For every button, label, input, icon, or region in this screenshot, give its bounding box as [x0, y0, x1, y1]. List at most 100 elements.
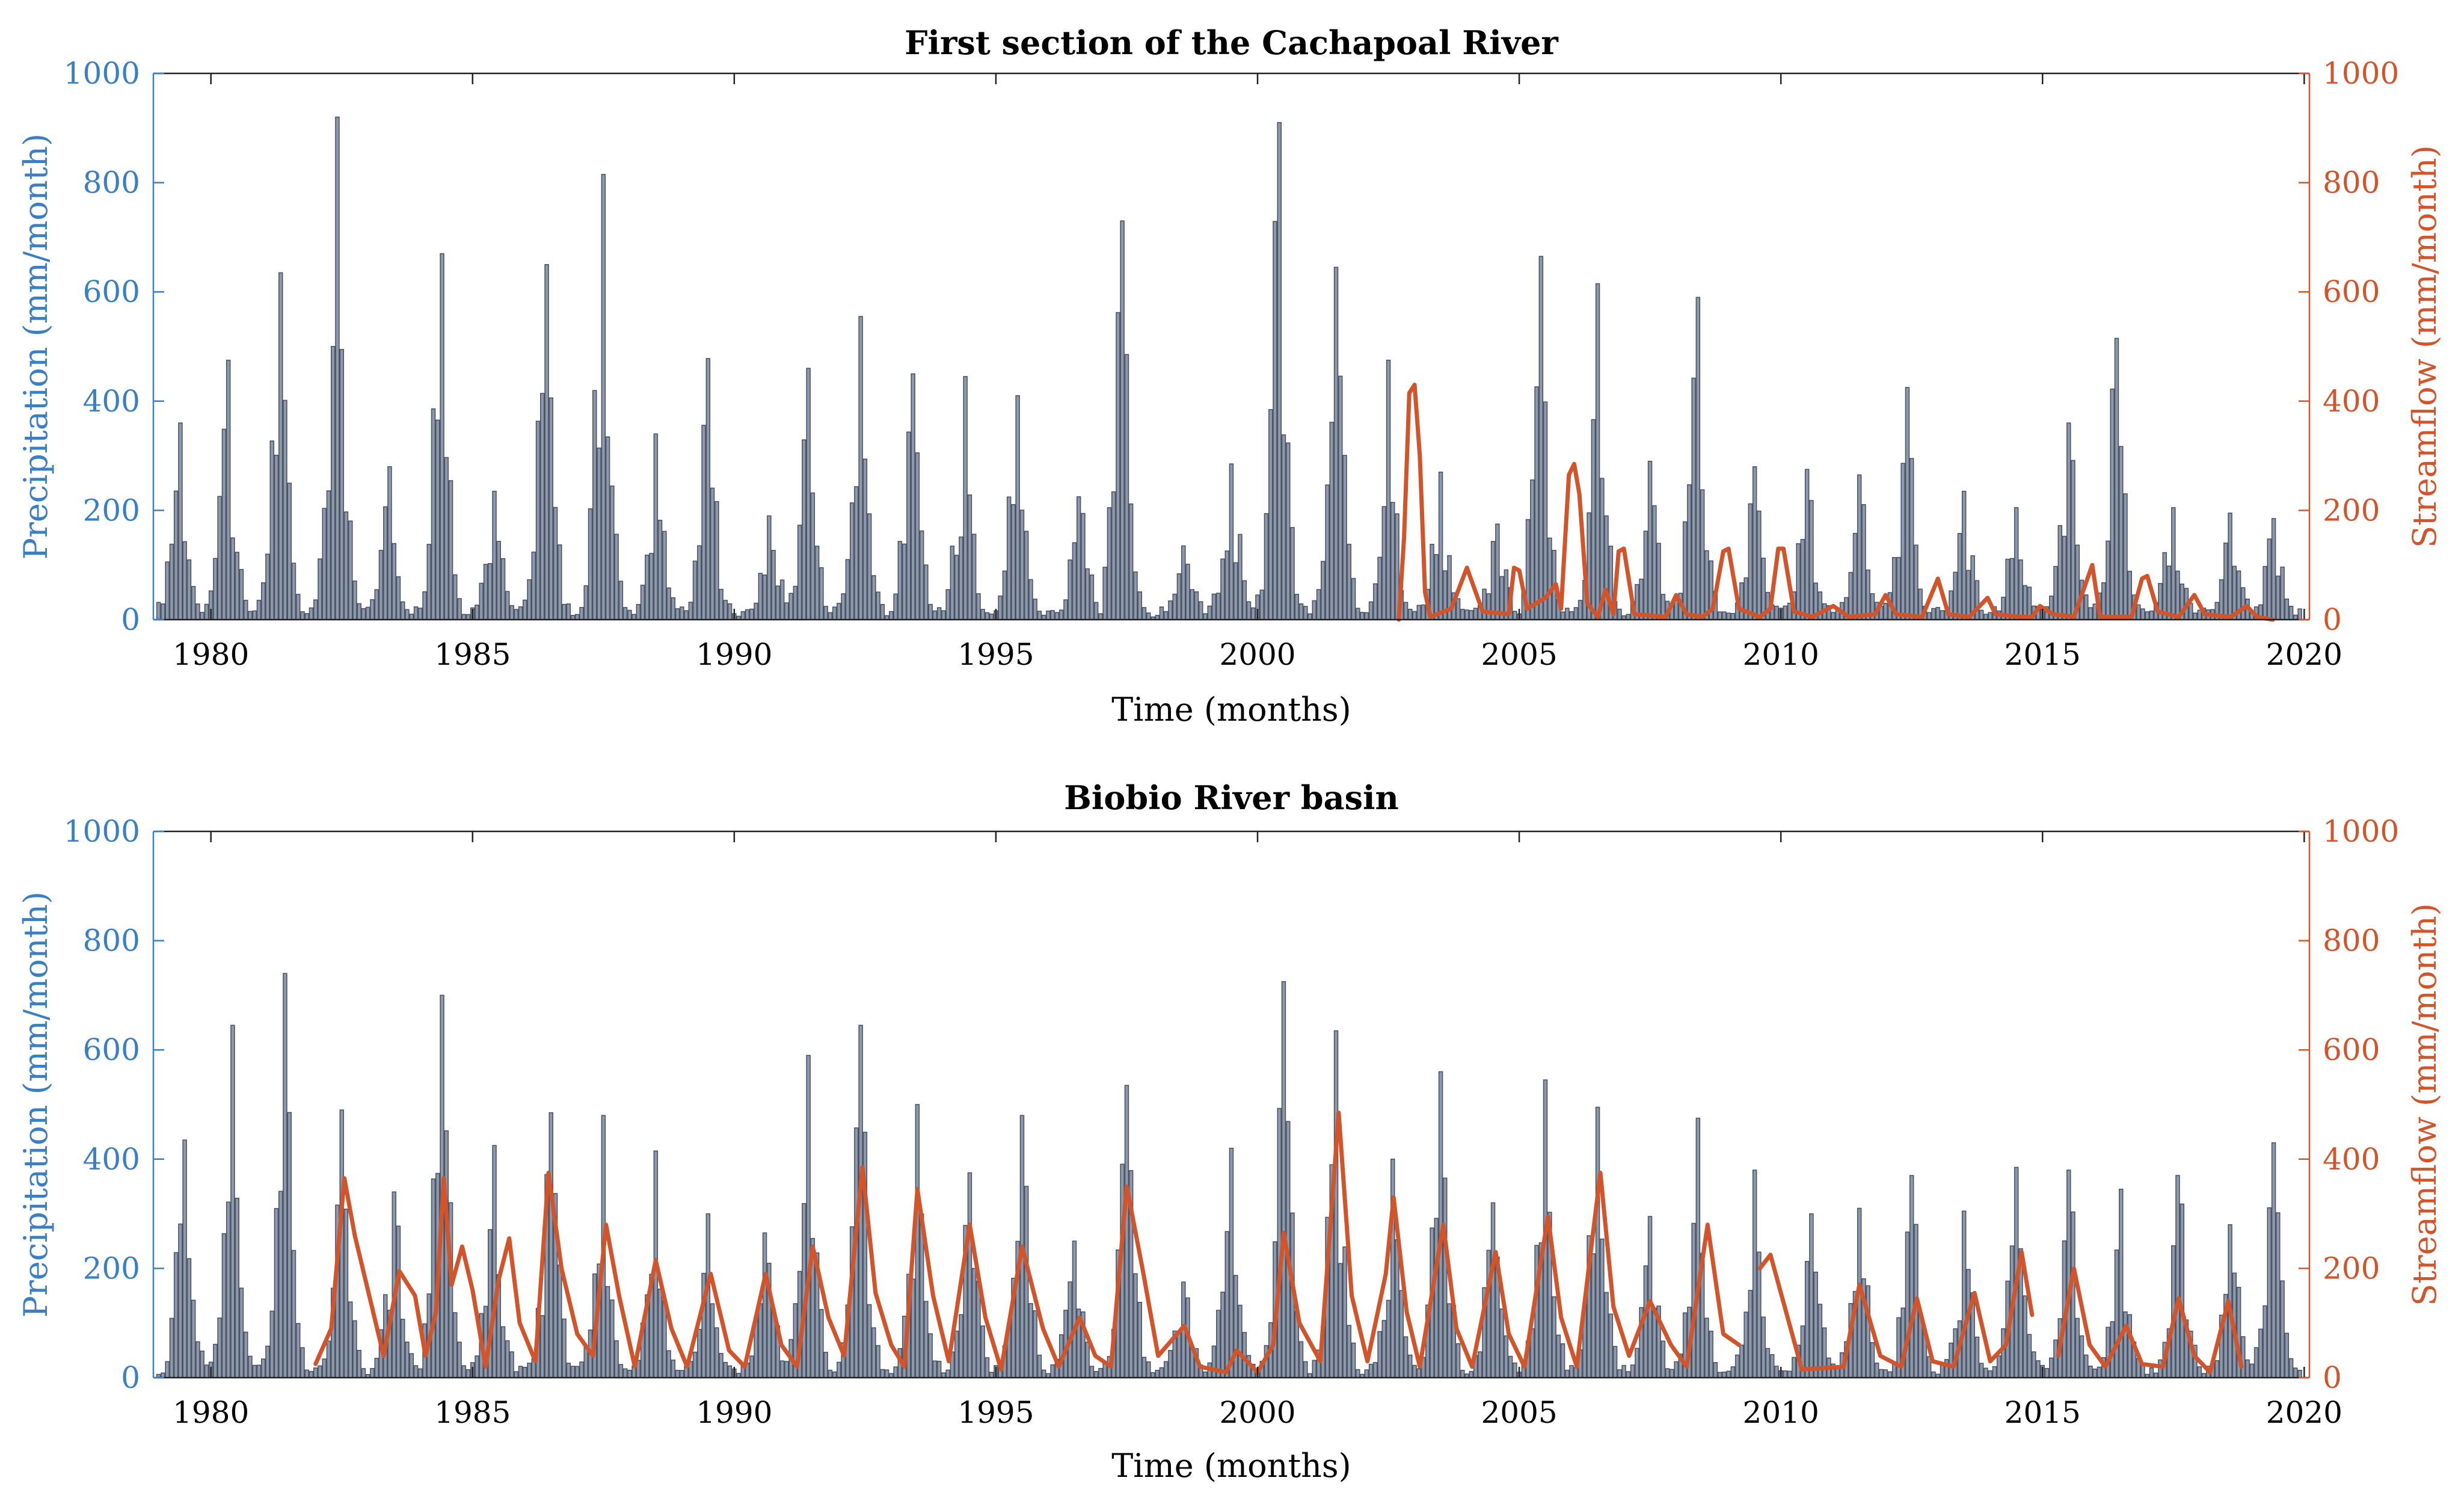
precip-bar: [692, 560, 698, 620]
precip-bar: [1455, 1343, 1461, 1378]
precip-bar: [1879, 1369, 1884, 1378]
precip-bar: [2197, 1366, 2202, 1378]
precip-bar: [1473, 608, 1478, 620]
precip-bar: [754, 602, 758, 620]
precip-bar: [278, 1191, 283, 1378]
precip-bar: [505, 591, 510, 620]
precip-bar: [156, 602, 161, 620]
precip-bar: [522, 599, 527, 620]
precip-bar: [1630, 1364, 1635, 1378]
precip-bar: [871, 575, 876, 620]
precip-bar: [431, 408, 436, 620]
precip-bar: [1273, 221, 1277, 620]
precip-bar: [928, 1333, 933, 1378]
precip-bar: [871, 1327, 876, 1378]
precip-bar: [1076, 496, 1081, 620]
precip-bar: [832, 1371, 837, 1378]
precip-bar: [2023, 585, 2027, 620]
precip-bar: [330, 346, 336, 620]
precip-bar: [1800, 538, 1805, 620]
precip-bar: [924, 564, 929, 620]
precip-bar: [1377, 556, 1382, 620]
precip-bar: [1883, 1369, 1888, 1378]
precip-bar: [1211, 593, 1217, 620]
precip-bar: [2071, 1211, 2075, 1378]
precip-bar: [1024, 531, 1029, 620]
precip-bar: [1281, 981, 1286, 1378]
precip-bar: [1595, 1106, 1600, 1378]
precip-bar: [945, 1369, 950, 1378]
precip-bar: [383, 506, 388, 620]
precip-bar: [1434, 553, 1439, 620]
precip-bar: [1983, 1367, 1988, 1378]
precip-bar: [666, 587, 671, 620]
precip-bar: [457, 1342, 462, 1378]
precip-bar: [1569, 1365, 1574, 1378]
x-tick-label: 2000: [1219, 637, 1295, 672]
precip-bar: [2140, 608, 2145, 620]
precip-bar: [1046, 610, 1051, 620]
precip-bar: [348, 520, 353, 620]
precip-bar: [1364, 1369, 1369, 1378]
precip-bar: [1089, 1366, 1095, 1378]
precip-bar: [1464, 609, 1469, 620]
precip-bar: [2149, 610, 2154, 620]
precip-bar: [2106, 540, 2110, 620]
precip-bar: [828, 1369, 833, 1378]
x-tick-label: 1995: [957, 637, 1034, 672]
precip-bar: [1312, 1360, 1317, 1378]
precip-bar: [897, 541, 903, 620]
precip-bar: [1757, 1251, 1762, 1378]
precip-bar: [1709, 1331, 1713, 1378]
precip-bar: [1988, 1370, 1992, 1378]
precip-bar: [1896, 556, 1901, 620]
precip-bar: [566, 603, 571, 620]
precip-bar: [902, 543, 907, 620]
precip-bar: [1303, 606, 1308, 620]
y2-axis-label: Streamflow (mm/month): [2406, 903, 2444, 1306]
precip-bar: [492, 490, 497, 620]
precip-bar: [452, 574, 458, 620]
precip-bar: [195, 1341, 200, 1378]
precip-bar: [487, 562, 493, 620]
precip-bar: [985, 612, 990, 620]
precip-bar: [814, 546, 820, 620]
precip-bar: [1988, 612, 1992, 620]
precip-bar: [417, 1368, 423, 1378]
precip-bar: [2053, 1339, 2058, 1378]
precip-bar: [1037, 611, 1042, 620]
precip-bar: [1670, 1369, 1674, 1378]
precip-bar: [1914, 544, 1919, 620]
precip-bar: [230, 537, 235, 620]
precip-bar: [1870, 1342, 1875, 1378]
precip-bar: [1687, 484, 1692, 620]
precip-bar: [579, 1361, 584, 1378]
precip-bar: [1617, 1369, 1622, 1378]
precip-bar: [2228, 513, 2232, 620]
precip-bar: [666, 1350, 671, 1378]
precip-bar: [173, 490, 179, 620]
precip-bar: [1421, 604, 1426, 620]
precip-bar: [1224, 550, 1230, 620]
precip-bar: [313, 1367, 318, 1378]
precip-bar: [265, 553, 270, 620]
precip-bar: [283, 973, 287, 1378]
precip-bar: [265, 1345, 270, 1378]
precip-bar: [793, 585, 798, 620]
precip-bar: [300, 611, 305, 620]
precip-bar: [287, 482, 292, 620]
precip-bar: [1966, 570, 1971, 620]
precip-bar: [671, 1360, 676, 1378]
precip-bar: [2175, 1175, 2180, 1378]
precip-bar: [1085, 568, 1090, 620]
precip-bar: [1298, 603, 1304, 620]
precip-bar: [1321, 561, 1326, 620]
precip-bar: [1128, 503, 1134, 620]
precip-bar: [2114, 337, 2119, 620]
x-tick-label: 2005: [1481, 637, 1557, 672]
precip-bar: [1866, 569, 1870, 620]
precip-bar: [2088, 1366, 2093, 1378]
precip-bar: [527, 1363, 532, 1378]
precip-bar: [819, 567, 824, 620]
